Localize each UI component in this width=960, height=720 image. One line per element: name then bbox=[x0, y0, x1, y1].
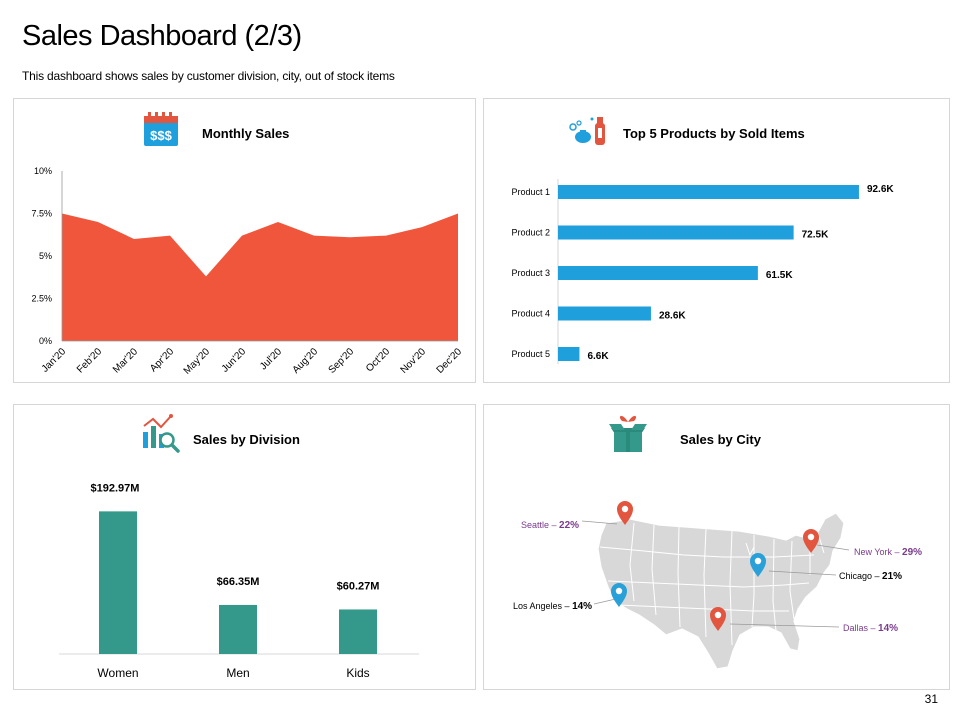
city-value-los-angeles: 14% bbox=[572, 601, 592, 612]
x-tick-label: Jun'20 bbox=[220, 346, 249, 375]
sales-division-chart: $192.97M Women $66.35M Men $60.27M Kids bbox=[59, 482, 419, 680]
product-bar bbox=[558, 347, 580, 361]
product-label: Product 2 bbox=[511, 228, 550, 238]
x-tick-label: Apr'20 bbox=[148, 346, 176, 374]
city-label-seattle: Seattle – 22% bbox=[521, 520, 579, 531]
pin-los-angeles-icon bbox=[611, 583, 627, 607]
x-tick-label: Mar'20 bbox=[111, 346, 140, 375]
top-products-title: Top 5 Products by Sold Items bbox=[623, 126, 805, 141]
x-tick-label: Sep'20 bbox=[327, 346, 357, 376]
product-value-label: 61.5K bbox=[766, 270, 793, 281]
top-products-chart: Product 1 92.6K Product 2 72.5K Product 3 61.… bbox=[511, 179, 894, 364]
division-bar bbox=[339, 609, 377, 654]
division-value-label: $60.27M bbox=[337, 580, 380, 592]
product-label: Product 5 bbox=[511, 349, 550, 359]
gift-box-icon bbox=[609, 415, 647, 452]
pin-chicago-icon bbox=[750, 553, 766, 577]
division-category-label: Kids bbox=[346, 666, 369, 680]
x-tick-label: Jul'20 bbox=[258, 346, 284, 372]
product-label: Product 1 bbox=[511, 187, 550, 197]
chart-magnifier-icon bbox=[143, 414, 180, 453]
calendar-dollar-icon: $$$ bbox=[144, 112, 178, 146]
monthly-sales-area bbox=[62, 213, 458, 341]
division-value-label: $66.35M bbox=[217, 576, 260, 588]
product-bar bbox=[558, 306, 651, 321]
x-tick-label: Aug'20 bbox=[291, 346, 321, 376]
city-label-los-angeles: Los Angeles – 14% bbox=[513, 601, 592, 612]
page-title: Sales Dashboard (2/3) bbox=[22, 20, 302, 52]
monthly-sales-chart: 0% 2.5% 5% 7.5% 10% Jan'20 Feb'20 Mar'20 Apr'20 M… bbox=[31, 166, 465, 377]
city-name-seattle: Seattle bbox=[521, 520, 549, 530]
city-value-dallas: 14% bbox=[878, 623, 898, 634]
product-value-label: 6.6K bbox=[587, 351, 609, 362]
product-value-label: 72.5K bbox=[802, 230, 829, 241]
division-bar bbox=[99, 511, 137, 654]
y-tick-label: 5% bbox=[39, 251, 52, 261]
division-category-label: Women bbox=[97, 666, 138, 680]
city-name-los-angeles: Los Angeles bbox=[513, 601, 563, 611]
product-label: Product 3 bbox=[511, 268, 550, 278]
page-subtitle: This dashboard shows sales by customer d… bbox=[22, 69, 395, 83]
city-name-chicago: Chicago bbox=[839, 571, 872, 581]
city-value-seattle: 22% bbox=[559, 520, 579, 531]
x-tick-label: Jan'20 bbox=[40, 346, 69, 375]
pin-new-york-icon bbox=[803, 529, 819, 553]
us-map-chart: Seattle – 22% New York – 29% Chicago – 2… bbox=[513, 501, 922, 670]
pin-seattle-icon bbox=[617, 501, 633, 525]
pin-dallas-icon bbox=[710, 607, 726, 631]
cleaning-products-icon bbox=[569, 117, 605, 145]
product-label: Product 4 bbox=[511, 309, 550, 319]
division-category-label: Men bbox=[226, 666, 249, 680]
sales-division-title: Sales by Division bbox=[193, 432, 300, 447]
sales-city-title: Sales by City bbox=[680, 432, 761, 447]
product-bar bbox=[558, 225, 794, 240]
product-value-label: 28.6K bbox=[659, 311, 686, 322]
city-label-dallas: Dallas – 14% bbox=[843, 623, 898, 634]
top-products-panel: Top 5 Products by Sold Items Product 1 92… bbox=[483, 98, 950, 383]
city-value-chicago: 21% bbox=[882, 571, 902, 582]
monthly-sales-panel: $$$ Monthly Sales 0% 2.5% 5% 7.5% 10% Jan'20 F… bbox=[13, 98, 476, 383]
x-tick-label: Feb'20 bbox=[75, 346, 104, 375]
y-tick-label: 0% bbox=[39, 336, 52, 346]
x-tick-label: May'20 bbox=[182, 346, 213, 377]
y-tick-label: 10% bbox=[34, 166, 52, 176]
sales-city-panel: Sales by City bbox=[483, 404, 950, 690]
calendar-dollar-text: $$$ bbox=[150, 128, 172, 143]
y-tick-label: 2.5% bbox=[31, 294, 52, 304]
page-number: 31 bbox=[924, 692, 938, 706]
us-map bbox=[597, 512, 845, 670]
product-bar bbox=[558, 266, 758, 280]
sales-division-panel: Sales by Division $192.97M Women $66.35M Me… bbox=[13, 404, 476, 690]
city-value-new-york: 29% bbox=[902, 547, 922, 558]
product-value-label: 92.6K bbox=[867, 184, 894, 195]
x-tick-label: Oct'20 bbox=[364, 346, 392, 374]
y-tick-label: 7.5% bbox=[31, 209, 52, 219]
city-name-new-york: New York bbox=[854, 547, 893, 557]
division-value-label: $192.97M bbox=[91, 482, 140, 494]
city-name-dallas: Dallas bbox=[843, 623, 869, 633]
city-label-new-york: New York – 29% bbox=[854, 547, 922, 558]
city-label-chicago: Chicago – 21% bbox=[839, 571, 902, 582]
x-tick-label: Nov'20 bbox=[399, 346, 429, 376]
division-bar bbox=[219, 604, 257, 654]
product-bar bbox=[558, 185, 859, 199]
x-tick-label: Dec'20 bbox=[435, 346, 465, 376]
monthly-sales-title: Monthly Sales bbox=[202, 126, 290, 141]
